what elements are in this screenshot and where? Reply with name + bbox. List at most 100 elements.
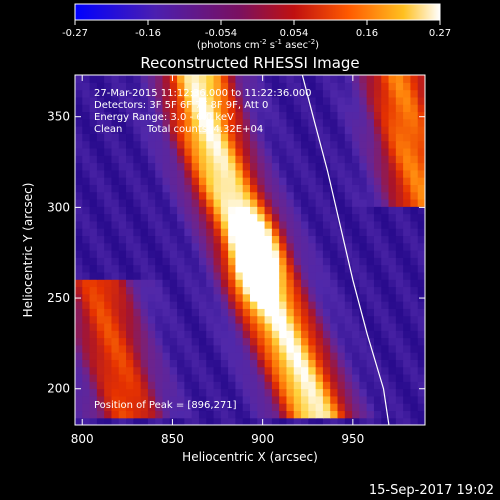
heatmap-cell [155, 286, 164, 295]
heatmap-cell [75, 242, 83, 251]
heatmap-cell [417, 257, 425, 266]
heatmap-cell [395, 293, 404, 302]
heatmap-cell [264, 344, 273, 353]
heatmap-cell [403, 220, 412, 229]
heatmap-cell [155, 104, 164, 113]
heatmap-cell [322, 155, 331, 164]
heatmap-cell [293, 322, 302, 331]
heatmap-cell [89, 352, 98, 360]
heatmap-cell [169, 118, 178, 127]
heatmap-cell [322, 96, 331, 105]
heatmap-cell [118, 140, 127, 149]
heatmap-cell [395, 381, 404, 390]
heatmap-cell [140, 228, 149, 237]
heatmap-cell [206, 133, 215, 142]
heatmap-cell [308, 352, 317, 360]
heatmap-cell [322, 330, 331, 339]
heatmap-cell [322, 126, 331, 134]
heatmap-cell [264, 206, 273, 215]
heatmap-cell [344, 140, 353, 149]
heatmap-cell [111, 118, 120, 127]
heatmap-cell [126, 322, 134, 331]
heatmap-cell [330, 191, 339, 200]
heatmap-cell [213, 366, 222, 375]
heatmap-cell [250, 147, 258, 156]
heatmap-cell [220, 315, 229, 324]
heatmap-cell [271, 250, 280, 258]
heatmap-cell [322, 242, 331, 251]
heatmap-cell [395, 308, 404, 317]
heatmap-cell [293, 242, 302, 251]
heatmap-cell [111, 133, 120, 142]
heatmap-cell [286, 126, 295, 134]
heatmap-cell [133, 395, 142, 404]
heatmap-cell [169, 301, 178, 309]
heatmap-cell [344, 395, 353, 404]
heatmap-cell [315, 126, 324, 134]
heatmap-cell [206, 162, 215, 171]
heatmap-cell [315, 403, 324, 412]
heatmap-cell [264, 279, 273, 288]
heatmap-cell [381, 177, 390, 185]
heatmap-cell [322, 373, 331, 382]
heatmap-cell [352, 242, 360, 251]
heatmap-cell [359, 75, 368, 83]
heatmap-cell [337, 286, 346, 295]
heatmap-cell [301, 359, 309, 368]
heatmap-cell [337, 220, 346, 229]
heatmap-cell [373, 82, 382, 91]
heatmap-cell [322, 352, 331, 360]
heatmap-cell [315, 177, 324, 185]
heatmap-cell [191, 381, 200, 390]
heatmap-cell [301, 118, 309, 127]
heatmap-cell [220, 191, 229, 200]
heatmap-cell [89, 257, 98, 266]
heatmap-cell [410, 140, 419, 149]
heatmap-cell [279, 104, 288, 113]
heatmap-cell [257, 381, 266, 390]
heatmap-cell [337, 315, 346, 324]
heatmap-cell [293, 293, 302, 302]
heatmap-cell [118, 147, 127, 156]
heatmap-cell [155, 403, 164, 412]
heatmap-cell [206, 96, 215, 105]
heatmap-cell [264, 169, 273, 178]
heatmap-cell [395, 257, 404, 266]
heatmap-cell [395, 75, 404, 83]
heatmap-cell [257, 417, 266, 425]
heatmap-cell [271, 155, 280, 164]
heatmap-cell [308, 286, 317, 295]
heatmap-cell [242, 235, 251, 244]
heatmap-cell [220, 381, 229, 390]
heatmap-cell [111, 228, 120, 237]
heatmap-cell [162, 388, 171, 397]
heatmap-cell [147, 410, 156, 419]
heatmap-cell [118, 235, 127, 244]
heatmap-cell [220, 177, 229, 185]
heatmap-cell [403, 352, 412, 360]
heatmap-cell [250, 177, 258, 185]
chart-title: Reconstructed RHESSI Image [140, 54, 359, 72]
heatmap-cell [177, 140, 185, 149]
heatmap-cell [410, 250, 419, 258]
heatmap-cell [133, 177, 142, 185]
heatmap-cell [155, 395, 164, 404]
heatmap-cell [330, 286, 339, 295]
heatmap-cell [82, 373, 91, 382]
heatmap-cell [417, 140, 425, 149]
heatmap-cell [388, 242, 397, 251]
heatmap-cell [104, 96, 113, 105]
heatmap-cell [366, 301, 375, 309]
heatmap-cell [366, 177, 375, 185]
heatmap-cell [206, 279, 215, 288]
heatmap-cell [104, 140, 113, 149]
heatmap-cell [126, 126, 134, 134]
heatmap-cell [242, 75, 251, 83]
heatmap-cell [220, 403, 229, 412]
heatmap-cell [395, 264, 404, 273]
heatmap-cell [286, 89, 295, 98]
heatmap-cell [235, 359, 244, 368]
heatmap-cell [279, 235, 288, 244]
heatmap-cell [220, 417, 229, 425]
heatmap-cell [162, 293, 171, 302]
